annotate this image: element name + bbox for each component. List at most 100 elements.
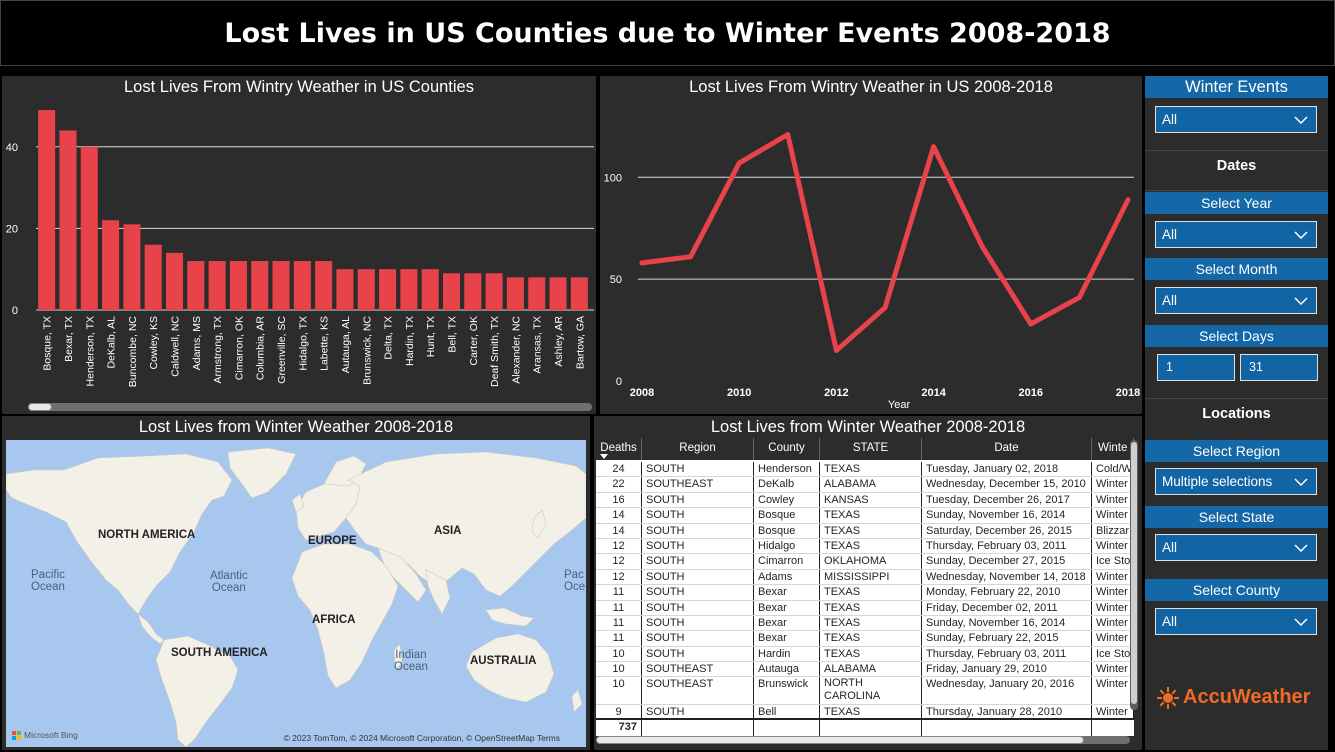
bar-chart-bar[interactable] xyxy=(528,277,546,310)
table-row[interactable]: 16 SOUTH Cowley KANSAS Tuesday, December 26,… xyxy=(596,492,1134,509)
line-chart-series-line[interactable] xyxy=(639,132,1131,353)
bar-chart-bar[interactable] xyxy=(102,220,120,310)
table-row[interactable]: 10 SOUTHEAST Brunswick NORTH CAROLINA Wednes… xyxy=(596,677,1134,706)
bar-chart-bar[interactable] xyxy=(208,261,226,310)
select-year-dropdown[interactable]: All xyxy=(1155,221,1317,248)
line-chart-point[interactable] xyxy=(736,160,742,166)
bar-chart-bar[interactable] xyxy=(293,261,311,310)
table-vertical-scroll-thumb[interactable] xyxy=(1131,442,1137,704)
column-header-state[interactable]: STATE xyxy=(820,438,922,460)
bar-chart-x-tick: Labette, KS xyxy=(319,316,331,371)
line-chart-point[interactable] xyxy=(979,244,985,250)
bar-chart-bar[interactable] xyxy=(38,110,56,310)
line-chart-x-tick: 2018 xyxy=(1116,387,1140,399)
bar-chart-bar[interactable] xyxy=(187,261,205,310)
bar-chart-bar[interactable] xyxy=(272,261,290,310)
bar-chart-bar[interactable] xyxy=(442,273,461,310)
bar-chart-x-tick: Bexar, TX xyxy=(63,316,75,362)
line-chart[interactable]: 0 50 100 2008 2010 2012 2014 2016 2018 Year xyxy=(600,76,1142,414)
table-row[interactable]: 14 SOUTH Bosque TEXAS Saturday, December 26,… xyxy=(596,523,1134,539)
table-row[interactable]: 10 SOUTH Hardin TEXAS Thursday, February 03,… xyxy=(596,646,1134,663)
bar-chart-scroll-thumb[interactable] xyxy=(28,403,52,411)
line-chart-point[interactable] xyxy=(882,305,888,311)
column-header-region[interactable]: Region xyxy=(642,438,754,460)
line-chart-point[interactable] xyxy=(1028,321,1034,327)
data-table[interactable]: Deaths Region County STATE Date Winte 24… xyxy=(596,438,1134,736)
bar-chart-bar[interactable] xyxy=(123,224,141,310)
select-region-dropdown[interactable]: Multiple selections xyxy=(1155,468,1317,495)
bar-chart-bar[interactable] xyxy=(379,269,397,310)
table-cell-date: Thursday, January 28, 2010 xyxy=(922,705,1092,720)
map-label-asia: ASIA xyxy=(434,525,462,537)
select-year-value: All xyxy=(1162,227,1178,242)
bar-chart[interactable]: 0 20 40 Bosque, TX Bexar, TX Henderson, TX DeK… xyxy=(2,76,596,401)
bar-chart-bar[interactable] xyxy=(336,269,354,310)
bar-chart-bar[interactable] xyxy=(570,277,588,310)
column-header-winter-event[interactable]: Winte xyxy=(1092,438,1134,460)
bing-label: Microsoft Bing xyxy=(24,730,78,740)
chevron-down-icon xyxy=(1294,297,1308,305)
table-row[interactable]: 12 SOUTH Adams MISSISSIPPI Wednesday, Novemb… xyxy=(596,569,1134,586)
line-chart-panel[interactable]: Lost Lives From Wintry Weather in US 200… xyxy=(600,76,1142,414)
table-panel[interactable]: Lost Lives from Winter Weather 2008-2018… xyxy=(594,416,1142,750)
bar-chart-bar[interactable] xyxy=(485,273,503,310)
table-row[interactable]: 11 SOUTH Bexar TEXAS Friday, December 02, 20… xyxy=(596,600,1134,616)
select-state-dropdown[interactable]: All xyxy=(1155,534,1317,561)
table-cell-region: SOUTH xyxy=(642,523,754,538)
bar-chart-bar[interactable] xyxy=(421,269,439,310)
bar-chart-x-tick: Deaf Smith, TX xyxy=(489,316,501,387)
line-chart-point[interactable] xyxy=(688,254,694,260)
select-days-from-input[interactable]: 1 xyxy=(1157,354,1235,381)
line-chart-point[interactable] xyxy=(639,260,645,266)
table-cell-state: ALABAMA xyxy=(820,477,922,492)
line-chart-point[interactable] xyxy=(1125,197,1131,203)
table-row[interactable]: 11 SOUTH Bexar TEXAS Sunday, February 22, 20… xyxy=(596,631,1134,647)
bar-chart-bar[interactable] xyxy=(400,269,418,310)
bar-chart-bar[interactable] xyxy=(357,269,375,310)
bar-chart-scrollbar[interactable] xyxy=(28,403,592,411)
table-row[interactable]: 11 SOUTH Bexar TEXAS Sunday, November 16, 20… xyxy=(596,615,1134,632)
table-cell-county: Henderson xyxy=(754,462,820,477)
bar-chart-bar[interactable] xyxy=(251,261,269,310)
bar-chart-x-tick: Bosque, TX xyxy=(42,316,54,371)
bar-chart-bar[interactable] xyxy=(315,261,333,310)
select-county-dropdown[interactable]: All xyxy=(1155,608,1317,635)
bar-chart-bar[interactable] xyxy=(144,244,162,310)
bar-chart-bar[interactable] xyxy=(229,261,247,310)
column-header-deaths[interactable]: Deaths xyxy=(596,438,642,460)
table-cell-state: TEXAS xyxy=(820,705,922,720)
bar-chart-bar[interactable] xyxy=(80,146,98,310)
table-cell-date: Sunday, November 16, 2014 xyxy=(922,508,1092,523)
line-chart-point[interactable] xyxy=(931,144,937,150)
column-header-date[interactable]: Date xyxy=(922,438,1092,460)
bar-chart-bar[interactable] xyxy=(549,277,567,310)
bar-chart-bar[interactable] xyxy=(506,277,524,310)
table-row[interactable]: 22 SOUTHEAST DeKalb ALABAMA Wednesday, Decem… xyxy=(596,477,1134,493)
table-cell-county: Bosque xyxy=(754,523,820,538)
line-chart-point[interactable] xyxy=(833,347,839,353)
table-row[interactable]: 24 SOUTH Henderson TEXAS Tuesday, January 02… xyxy=(596,462,1134,478)
bar-chart-panel[interactable]: Lost Lives From Wintry Weather in US Cou… xyxy=(2,76,596,414)
table-row[interactable]: 14 SOUTH Bosque TEXAS Sunday, November 16, 2… xyxy=(596,508,1134,524)
bar-chart-bar[interactable] xyxy=(59,130,77,310)
map-attribution[interactable]: © 2023 TomTom, © 2024 Microsoft Corporat… xyxy=(283,733,560,743)
map-panel[interactable]: Lost Lives from Winter Weather 2008-2018 xyxy=(2,416,590,750)
bar-chart-bar[interactable] xyxy=(464,273,482,310)
select-days-to-input[interactable]: 31 xyxy=(1240,354,1318,381)
bar-chart-bar[interactable] xyxy=(165,252,184,310)
column-header-county[interactable]: County xyxy=(754,438,820,460)
table-row[interactable]: 10 SOUTHEAST Autauga ALABAMA Friday, January… xyxy=(596,662,1134,678)
line-chart-point[interactable] xyxy=(1076,294,1082,300)
world-map[interactable]: NORTH AMERICA EUROPE ASIA AFRICA SOUTH A… xyxy=(6,440,586,747)
select-month-value: All xyxy=(1162,293,1178,308)
table-horizontal-scroll-thumb[interactable] xyxy=(596,736,1084,744)
table-row[interactable]: 11 SOUTH Bexar TEXAS Monday, February 22, 20… xyxy=(596,585,1134,601)
table-cell-deaths: 10 xyxy=(596,646,642,662)
table-cell-winter-event: Winter xyxy=(1092,600,1134,615)
winter-events-dropdown[interactable]: All xyxy=(1155,106,1317,133)
table-row[interactable]: 12 SOUTH Cimarron OKLAHOMA Sunday, December … xyxy=(596,554,1134,570)
select-month-dropdown[interactable]: All xyxy=(1155,287,1317,314)
line-chart-point[interactable] xyxy=(785,132,791,138)
table-row[interactable]: 12 SOUTH Hidalgo TEXAS Thursday, February 03… xyxy=(596,538,1134,555)
bar-chart-x-tick: Columbia, AR xyxy=(255,316,267,381)
